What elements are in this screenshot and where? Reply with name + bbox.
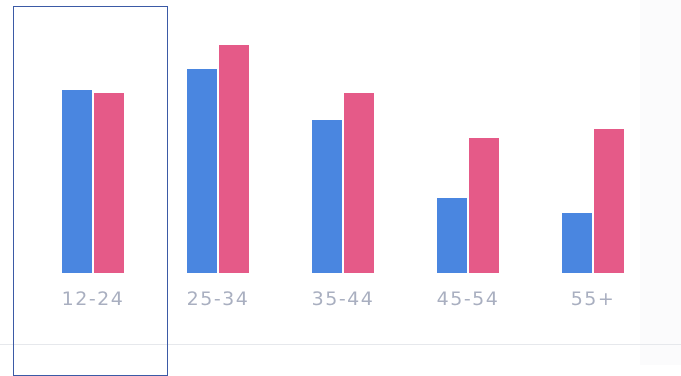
- bar-12-24-series-2[interactable]: [94, 93, 124, 273]
- bar-55+-series-1[interactable]: [562, 213, 592, 273]
- bar-25-34-series-1[interactable]: [187, 69, 217, 273]
- bottom-divider: [0, 344, 681, 345]
- x-tick-label: 12-24: [62, 288, 125, 310]
- bar-55+-series-2[interactable]: [594, 129, 624, 273]
- x-axis-labels: 12-24 25-34 35-44 45-54 55+: [62, 288, 616, 310]
- bar-45-54-series-2[interactable]: [469, 138, 499, 273]
- x-tick-label: 45-54: [437, 288, 500, 310]
- bar-25-34-series-2[interactable]: [219, 45, 249, 273]
- x-tick-label: 35-44: [312, 288, 375, 310]
- bars-layer: [62, 45, 624, 273]
- bar-chart: 12-24 25-34 35-44 45-54 55+: [62, 45, 624, 310]
- bar-35-44-series-2[interactable]: [344, 93, 374, 273]
- bar-45-54-series-1[interactable]: [437, 198, 467, 273]
- x-tick-label: 25-34: [187, 288, 250, 310]
- selected-category-highlight[interactable]: [13, 6, 168, 376]
- right-panel-edge: [640, 0, 681, 365]
- x-tick-label: 55+: [571, 288, 616, 310]
- bar-35-44-series-1[interactable]: [312, 120, 342, 273]
- bar-12-24-series-1[interactable]: [62, 90, 92, 273]
